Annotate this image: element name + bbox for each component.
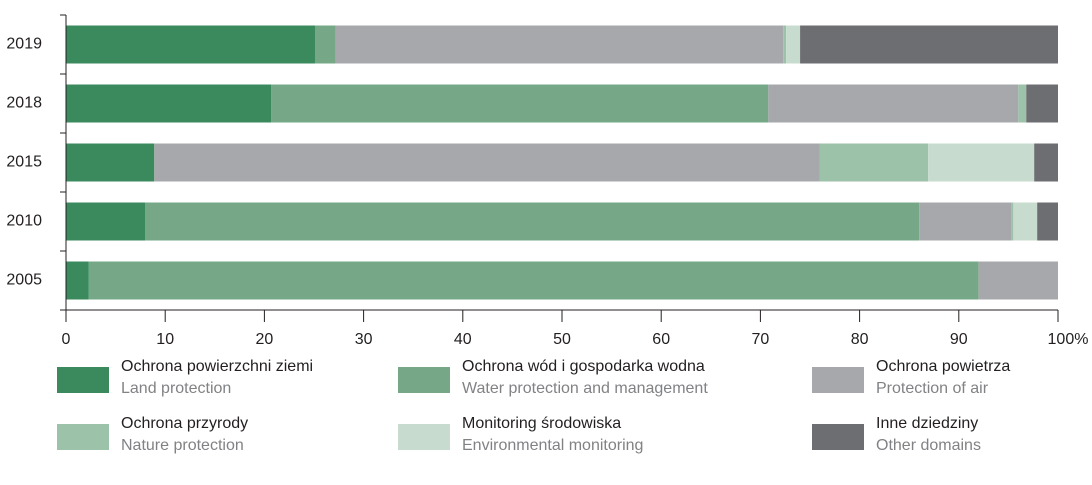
legend-label: Ochrona przyrody bbox=[121, 415, 248, 432]
y-tick-label: 2015 bbox=[6, 154, 42, 171]
legend-label-en: Environmental monitoring bbox=[462, 437, 643, 454]
legend-label: Monitoring środowiska bbox=[462, 415, 621, 432]
bar-segment bbox=[145, 202, 920, 241]
legend-label: Ochrona powietrza bbox=[876, 358, 1010, 375]
legend-swatch bbox=[812, 367, 864, 393]
bar-segment bbox=[919, 202, 1012, 241]
legend-swatch bbox=[812, 424, 864, 450]
bar-segment bbox=[978, 261, 1058, 300]
y-tick-label: 2018 bbox=[6, 95, 42, 112]
bar-segment bbox=[66, 25, 315, 64]
x-tick-label: 60 bbox=[652, 331, 670, 348]
bar-segment bbox=[1026, 84, 1058, 123]
y-tick-label: 2005 bbox=[6, 272, 42, 289]
y-tick-label: 2010 bbox=[6, 213, 42, 230]
x-tick-label: 20 bbox=[256, 331, 274, 348]
legend-swatch bbox=[398, 367, 450, 393]
bar-segment bbox=[800, 25, 1058, 64]
bar-segment bbox=[768, 84, 1019, 123]
bar-segment bbox=[786, 25, 801, 64]
legend-label-en: Water protection and management bbox=[462, 380, 708, 397]
legend-label-en: Nature protection bbox=[121, 437, 244, 454]
x-tick-label: 70 bbox=[752, 331, 770, 348]
legend-swatch bbox=[398, 424, 450, 450]
x-tick-label: 90 bbox=[950, 331, 968, 348]
bar-segment bbox=[1037, 202, 1058, 241]
x-tick-label: 50 bbox=[553, 331, 571, 348]
bar-segment bbox=[1034, 143, 1058, 182]
bar-segment bbox=[819, 143, 929, 182]
legend-label: Inne dziedziny bbox=[876, 415, 978, 432]
bar-segment bbox=[66, 143, 155, 182]
bar-segment bbox=[271, 84, 769, 123]
x-tick-label: 100% bbox=[1048, 331, 1089, 348]
legend-label: Ochrona wód i gospodarka wodna bbox=[462, 358, 705, 375]
bar-segment bbox=[1011, 202, 1014, 241]
legend-label-en: Protection of air bbox=[876, 380, 989, 397]
legend-label: Ochrona powierzchni ziemi bbox=[121, 358, 313, 375]
bar-segment bbox=[154, 143, 820, 182]
legend-swatch bbox=[57, 424, 109, 450]
bar-segment bbox=[314, 25, 336, 64]
bar-segment bbox=[783, 25, 787, 64]
bar-segment bbox=[66, 84, 272, 123]
y-tick-label: 2019 bbox=[6, 36, 42, 53]
bar-segment bbox=[928, 143, 1035, 182]
legend-swatch bbox=[57, 367, 109, 393]
bar-segment bbox=[335, 25, 784, 64]
x-tick-label: 40 bbox=[454, 331, 472, 348]
x-tick-label: 0 bbox=[62, 331, 71, 348]
x-tick-label: 30 bbox=[355, 331, 373, 348]
bar-segment bbox=[66, 202, 146, 241]
bar-segment bbox=[66, 261, 89, 300]
bar-segment bbox=[1013, 202, 1038, 241]
bar-segment bbox=[88, 261, 979, 300]
legend-label-en: Land protection bbox=[121, 380, 231, 397]
x-tick-label: 80 bbox=[851, 331, 869, 348]
x-tick-label: 10 bbox=[156, 331, 174, 348]
bar-segment bbox=[1018, 84, 1027, 123]
legend-label-en: Other domains bbox=[876, 437, 981, 454]
